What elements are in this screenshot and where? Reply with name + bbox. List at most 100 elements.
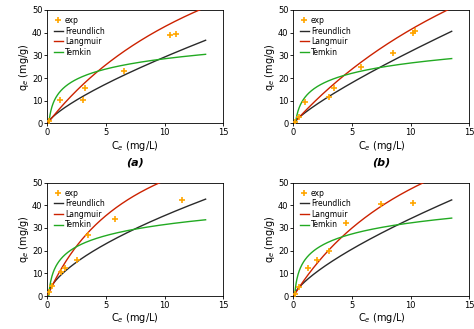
Langmuir — [97, 68, 102, 72]
Temkin — [64, 251, 70, 255]
Langmuir — [45, 293, 51, 297]
Langmuir — [391, 38, 396, 42]
exp — [121, 69, 127, 73]
Freundlich — [64, 104, 70, 108]
Langmuir — [354, 222, 359, 226]
Langmuir — [45, 121, 51, 125]
Line: Temkin: Temkin — [48, 220, 206, 309]
Langmuir — [203, 5, 209, 9]
Legend: exp, Freundlich, Langmuir, Temkin: exp, Freundlich, Langmuir, Temkin — [297, 14, 353, 59]
Temkin — [160, 57, 165, 61]
Temkin — [203, 52, 209, 56]
Freundlich — [406, 217, 411, 221]
Line: exp: exp — [292, 199, 417, 297]
Freundlich — [405, 218, 410, 222]
exp — [410, 31, 416, 35]
Langmuir — [203, 164, 209, 168]
exp — [302, 100, 308, 104]
Langmuir — [291, 293, 297, 297]
Langmuir — [160, 179, 165, 183]
Temkin — [97, 69, 102, 73]
exp — [86, 233, 91, 237]
Text: (a): (a) — [127, 158, 144, 167]
Y-axis label: q$_{e}$ (mg/g): q$_{e}$ (mg/g) — [263, 43, 277, 90]
Freundlich — [449, 198, 455, 202]
exp — [179, 198, 185, 202]
Langmuir — [405, 29, 410, 33]
Line: exp: exp — [292, 28, 419, 126]
Temkin — [45, 307, 51, 311]
Langmuir — [343, 232, 348, 236]
Langmuir — [159, 26, 164, 30]
exp — [57, 98, 63, 102]
Freundlich — [354, 244, 359, 248]
Y-axis label: q$_{e}$ (mg/g): q$_{e}$ (mg/g) — [17, 43, 30, 90]
Freundlich — [97, 86, 102, 89]
Temkin — [354, 70, 359, 74]
Freundlich — [203, 197, 209, 201]
Freundlich — [310, 105, 316, 109]
Line: Langmuir: Langmuir — [294, 8, 452, 123]
exp — [74, 258, 80, 262]
Temkin — [354, 231, 359, 235]
Langmuir — [449, 168, 455, 172]
exp — [379, 202, 384, 206]
X-axis label: C$_{e}$ (mg/L): C$_{e}$ (mg/L) — [357, 139, 405, 153]
Langmuir — [449, 6, 455, 10]
X-axis label: C$_{e}$ (mg/L): C$_{e}$ (mg/L) — [357, 311, 405, 325]
exp — [326, 95, 331, 99]
Temkin — [449, 57, 455, 61]
exp — [326, 249, 331, 253]
Temkin — [144, 59, 150, 63]
Freundlich — [160, 56, 165, 60]
Freundlich — [291, 120, 297, 124]
Freundlich — [391, 225, 396, 229]
exp — [359, 65, 365, 69]
exp — [410, 201, 416, 205]
Temkin — [391, 223, 396, 227]
exp — [168, 33, 173, 37]
Temkin — [64, 83, 70, 87]
Legend: exp, Freundlich, Langmuir, Temkin: exp, Freundlich, Langmuir, Temkin — [51, 14, 107, 59]
Legend: exp, Freundlich, Langmuir, Temkin: exp, Freundlich, Langmuir, Temkin — [51, 186, 107, 232]
Freundlich — [354, 78, 359, 82]
Temkin — [108, 233, 113, 237]
X-axis label: C$_{e}$ (mg/L): C$_{e}$ (mg/L) — [111, 311, 159, 325]
exp — [46, 290, 52, 293]
Temkin — [405, 62, 410, 65]
Freundlich — [291, 292, 297, 296]
exp — [59, 270, 64, 274]
Langmuir — [310, 101, 316, 105]
Line: Temkin: Temkin — [294, 218, 452, 307]
Langmuir — [144, 187, 150, 191]
Freundlich — [97, 245, 102, 249]
Temkin — [391, 63, 396, 67]
exp — [305, 266, 310, 270]
Langmuir — [97, 219, 102, 223]
Freundlich — [45, 291, 51, 295]
Y-axis label: q$_{e}$ (mg/g): q$_{e}$ (mg/g) — [17, 215, 30, 263]
Temkin — [449, 216, 455, 220]
Freundlich — [310, 273, 316, 277]
exp — [343, 221, 349, 225]
Freundlich — [159, 56, 164, 60]
exp — [62, 266, 68, 270]
exp — [292, 120, 298, 124]
Line: Temkin: Temkin — [48, 54, 206, 137]
Langmuir — [144, 35, 150, 38]
exp — [297, 285, 302, 289]
exp — [112, 217, 118, 221]
Langmuir — [64, 258, 70, 262]
Temkin — [291, 139, 297, 143]
exp — [292, 292, 298, 296]
Langmuir — [406, 29, 411, 33]
Temkin — [97, 236, 102, 240]
Line: exp: exp — [46, 30, 180, 125]
Temkin — [203, 218, 209, 222]
Langmuir — [291, 121, 297, 125]
Freundlich — [406, 50, 411, 54]
Freundlich — [108, 239, 113, 243]
Freundlich — [449, 29, 455, 33]
exp — [314, 258, 320, 262]
exp — [46, 119, 52, 123]
